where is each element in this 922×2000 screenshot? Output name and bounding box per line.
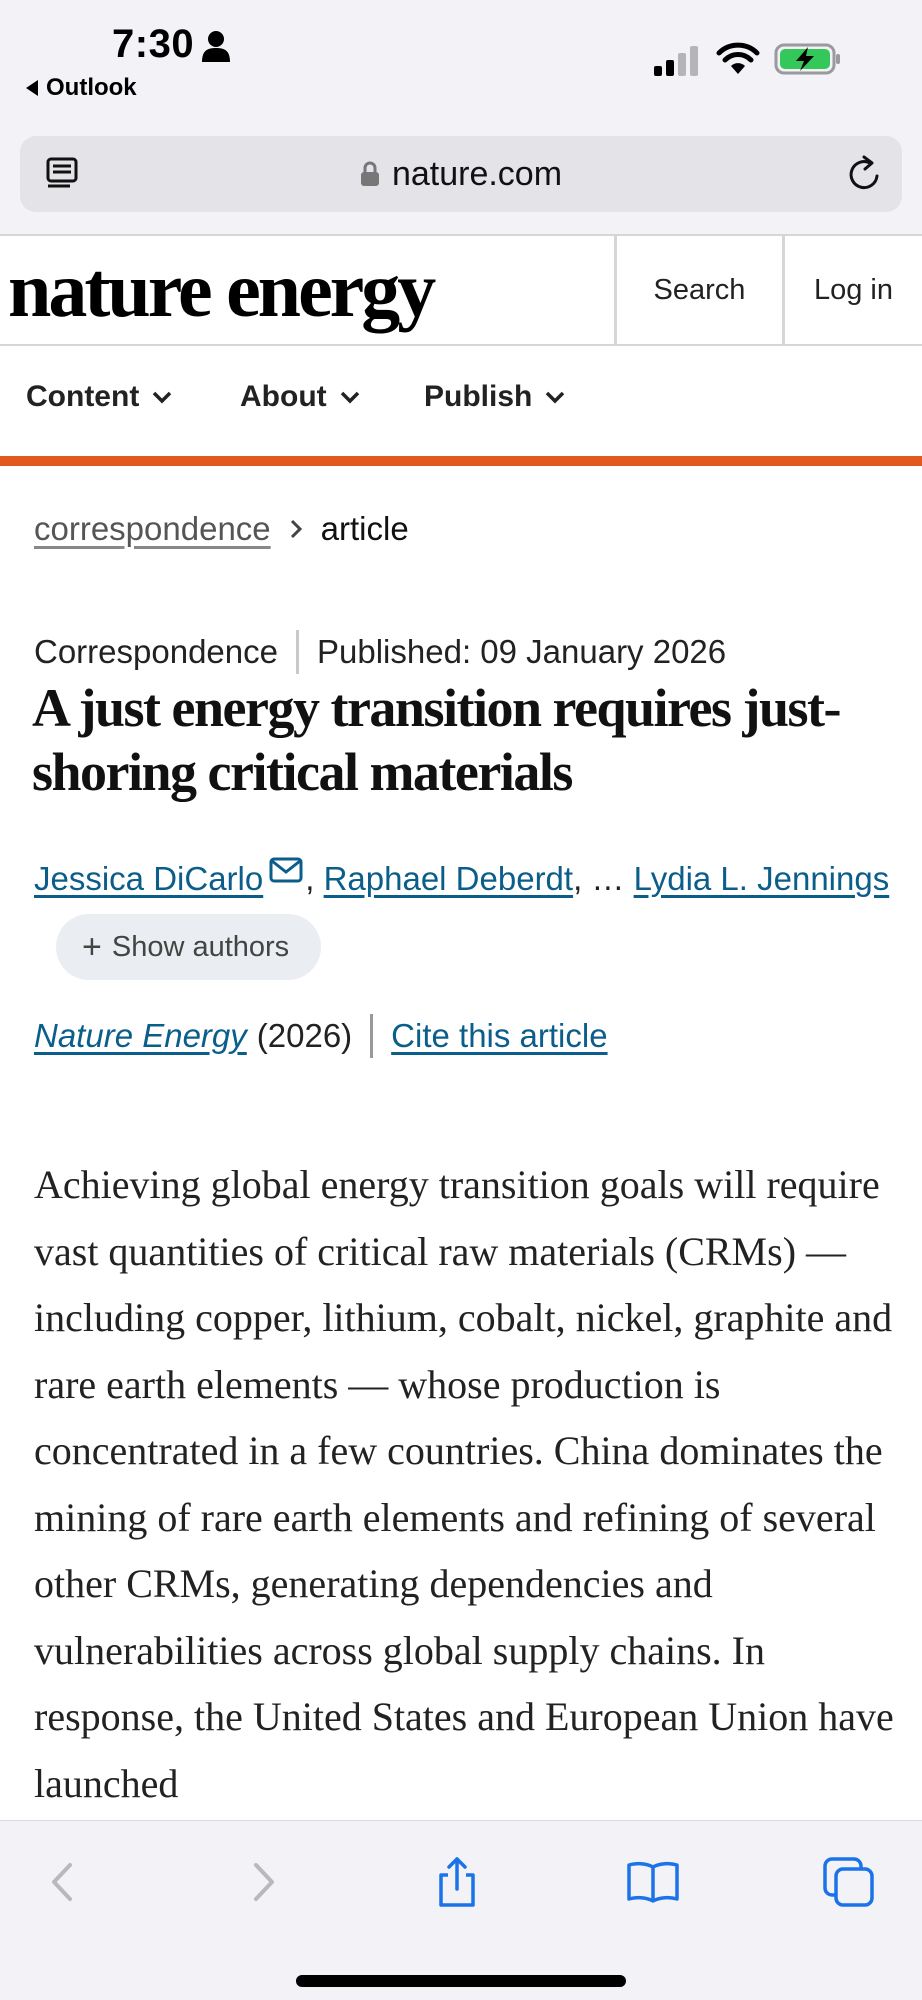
meta-divider: [296, 630, 299, 674]
site-logo[interactable]: nature energy: [8, 246, 436, 333]
author-link-dicarlo[interactable]: Jessica DiCarlo: [34, 860, 264, 897]
breadcrumb-current: article: [320, 510, 409, 547]
chevron-right-icon: [290, 519, 302, 539]
publication-year: (2026): [256, 1017, 353, 1054]
reader-mode-icon[interactable]: [44, 156, 80, 192]
address-bar[interactable]: nature.com: [20, 136, 902, 212]
show-authors-button[interactable]: + Show authors: [56, 914, 322, 981]
article-meta: Correspondence Published: 09 January 202…: [34, 630, 726, 674]
journal-divider: [370, 1014, 374, 1058]
nav-label: Publish: [424, 380, 533, 413]
cellular-signal-icon: [654, 46, 698, 76]
chevron-down-icon: [153, 391, 172, 404]
author-ellipsis: …: [591, 860, 625, 897]
forward-icon[interactable]: [236, 1855, 290, 1909]
site-header: nature energy Search Log in: [0, 234, 922, 346]
wifi-icon: [716, 42, 760, 74]
person-icon: [202, 31, 230, 62]
status-bar: 7:30 Outlook: [0, 0, 922, 120]
lock-icon: [360, 161, 379, 186]
battery-charging-icon: [774, 43, 840, 75]
browser-url-area: nature.com: [0, 120, 922, 234]
show-authors-label: Show authors: [111, 931, 290, 964]
article-type: Correspondence: [34, 633, 278, 670]
article-title: A just energy transition requires just-s…: [32, 678, 841, 802]
plus-icon: +: [82, 928, 102, 967]
mail-icon[interactable]: [269, 856, 305, 884]
breadcrumb: correspondence article: [34, 510, 409, 548]
nav-about-menu[interactable]: About: [240, 380, 361, 414]
url-text: nature.com: [391, 154, 563, 193]
published-date: Published: 09 January 2026: [317, 633, 727, 670]
author-list: Jessica DiCarlo, Raphael Deberdt, … Lydi…: [34, 846, 894, 981]
nav-content-menu[interactable]: Content: [26, 380, 173, 414]
bookmarks-icon[interactable]: [626, 1855, 680, 1909]
back-triangle-icon: [26, 80, 38, 96]
chevron-down-icon: [546, 391, 565, 404]
article-abstract: Achieving global energy transition goals…: [34, 1162, 894, 1806]
author-link-jennings[interactable]: Lydia L. Jennings: [633, 860, 890, 897]
login-button[interactable]: Log in: [782, 236, 922, 344]
author-link-deberdt[interactable]: Raphael Deberdt: [323, 860, 574, 897]
journal-link[interactable]: Nature Energy: [34, 1017, 247, 1054]
breadcrumb-link-correspondence[interactable]: correspondence: [34, 510, 271, 547]
nav-accent-bar: [0, 456, 922, 466]
tabs-icon[interactable]: [822, 1855, 876, 1909]
browser-toolbar: [0, 1820, 922, 2000]
chevron-down-icon: [340, 391, 359, 404]
reload-icon[interactable]: [846, 154, 884, 194]
nav-label: About: [240, 380, 327, 413]
back-app-label: Outlook: [46, 74, 137, 101]
status-time: 7:30: [112, 22, 195, 66]
back-to-app-button[interactable]: Outlook: [26, 74, 137, 102]
cite-article-link[interactable]: Cite this article: [391, 1017, 608, 1054]
main-nav: Content About Publish: [0, 346, 922, 456]
home-indicator: [296, 1975, 626, 1987]
journal-line: Nature Energy (2026) Cite this article: [34, 1014, 608, 1058]
url-display[interactable]: nature.com: [20, 136, 902, 212]
nav-label: Content: [26, 380, 140, 413]
back-icon[interactable]: [36, 1855, 90, 1909]
search-button[interactable]: Search: [614, 236, 782, 344]
nav-publish-menu[interactable]: Publish: [424, 380, 566, 414]
share-icon[interactable]: [430, 1855, 484, 1909]
